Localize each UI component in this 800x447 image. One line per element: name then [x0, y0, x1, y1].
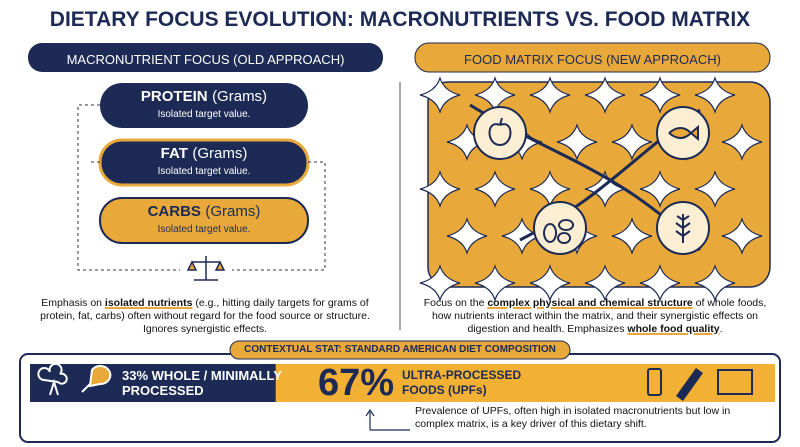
text: (e.g., hitting daily targets for grams o…: [40, 297, 370, 335]
matrix-hole: [529, 75, 571, 115]
stat-label-bg: [229, 340, 571, 360]
matrix-hole: [584, 169, 626, 209]
matrix-hole: [446, 216, 488, 256]
matrix-hole: [721, 122, 763, 162]
macro-box-text: PROTEIN (Grams) Isolated target value.: [100, 88, 308, 120]
bar-icon: [676, 368, 703, 401]
box-icon: [717, 369, 753, 395]
food-matrix: [419, 75, 771, 303]
matrix-hole: [529, 263, 571, 303]
stat-value: 67%: [318, 362, 395, 404]
food-icon-circle: [473, 106, 527, 160]
stat-value: 33%: [122, 368, 149, 383]
right-header: FOOD MATRIX FOCUS (NEW APPROACH): [464, 52, 721, 67]
macro-name: PROTEIN: [140, 88, 208, 105]
stat-whole: 33% WHOLE / MINIMALLY PROCESSED: [122, 368, 287, 398]
food-icon: [675, 214, 691, 243]
macro-name: CARBS: [147, 203, 201, 220]
protein-box: [100, 83, 308, 128]
matrix-hole: [611, 122, 653, 162]
matrix-hole: [474, 169, 516, 209]
matrix-hole: [556, 122, 598, 162]
stat-segment: [30, 364, 276, 402]
matrix-hole: [419, 169, 461, 209]
matrix-hole: [694, 169, 736, 209]
macro-name: FAT: [160, 145, 188, 162]
text: .: [719, 323, 723, 335]
note-arrow: [365, 408, 410, 431]
text: of whole foods, how nutrients interact w…: [431, 297, 767, 335]
matrix-hole: [474, 263, 516, 303]
macro-note: Isolated target value.: [157, 109, 251, 120]
stat-text: WHOLE / MINIMALLY PROCESSED: [122, 368, 282, 398]
left-description: Emphasis on isolated nutrients (e.g., hi…: [30, 297, 380, 336]
food-icon: [488, 117, 512, 147]
text: Focus on the: [423, 297, 488, 309]
macro-box-text: FAT (Grams) Isolated target value.: [100, 145, 308, 177]
matrix-hole: [694, 75, 736, 115]
right-header-bg: [414, 42, 771, 73]
matrix-hole: [639, 75, 681, 115]
scale-icon: [186, 256, 226, 281]
macro-unit: (Grams): [192, 145, 248, 162]
emphasis: isolated nutrients: [104, 297, 193, 309]
stat-note: Prevalence of UPFs, often high in isolat…: [415, 405, 731, 430]
can-icon: [647, 368, 662, 396]
broccoli-icon: [37, 362, 68, 396]
matrix-hole: [419, 75, 461, 115]
matrix-hole: [584, 263, 626, 303]
food-icon: [668, 124, 699, 142]
dashed-arrow: [232, 161, 326, 271]
left-header: MACRONUTRIENT FOCUS (OLD APPROACH): [66, 52, 345, 67]
matrix-hole: [584, 75, 626, 115]
emphasis: whole food quality: [627, 323, 720, 335]
drumstick-icon: [81, 365, 112, 393]
matrix-hole: [694, 263, 736, 303]
matrix-hole: [721, 216, 763, 256]
macro-unit: (Grams): [205, 203, 261, 220]
macro-box-text: CARBS (Grams) Isolated target value.: [100, 203, 308, 235]
right-description: Focus on the complex physical and chemic…: [415, 297, 775, 336]
carbs-box: [99, 197, 309, 244]
matrix-hole: [639, 169, 681, 209]
stat-bar: [30, 362, 775, 402]
matrix-hole: [419, 263, 461, 303]
left-header-bg: [28, 43, 383, 72]
matrix-hole: [611, 216, 653, 256]
food-icon: [543, 219, 575, 244]
emphasis: complex physical and chemical structure: [487, 297, 693, 309]
macro-unit: (Grams): [212, 88, 268, 105]
dashed-arrow: [77, 104, 180, 271]
macro-note: Isolated target value.: [157, 166, 251, 177]
matrix-hole: [639, 263, 681, 303]
stat-label: CONTEXTUAL STAT: STANDARD AMERICAN DIET …: [244, 344, 556, 355]
stat-text: ULTRA-PROCESSED FOODS (UPFs): [402, 368, 522, 397]
text: Emphasis on: [41, 297, 105, 309]
macro-note: Isolated target value.: [157, 224, 251, 235]
title: DIETARY FOCUS EVOLUTION: MACRONUTRIENTS …: [49, 8, 751, 31]
